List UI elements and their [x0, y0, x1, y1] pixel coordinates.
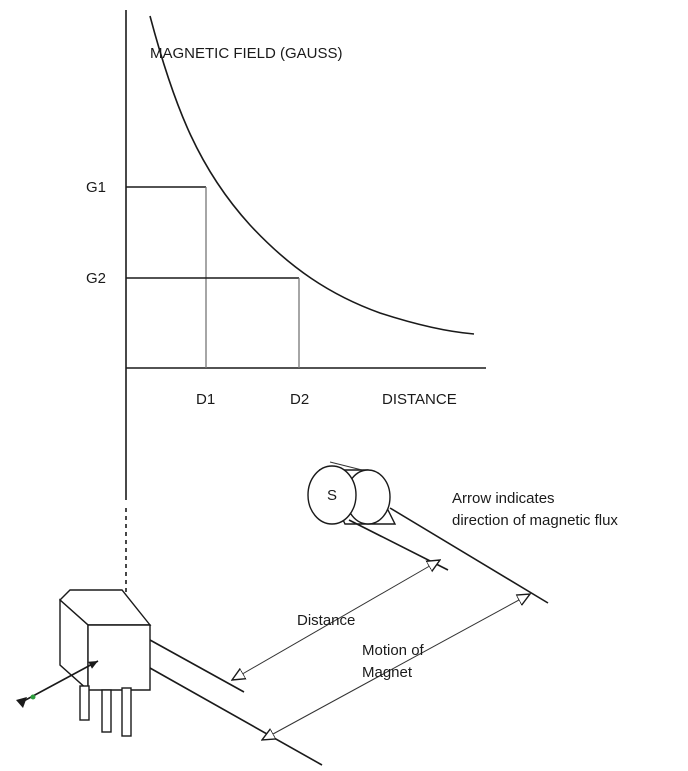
g1-label: G1 — [86, 179, 106, 196]
flux-arrow-tip-dot — [30, 694, 36, 700]
x-axis-label: DISTANCE — [382, 391, 457, 408]
field-decay-curve — [149, 15, 475, 335]
sensor-path-far-line — [149, 667, 323, 766]
magnet-cylinder: S — [307, 461, 397, 525]
sensor-lead-1 — [79, 685, 90, 721]
magnet-pole-label: S — [327, 487, 337, 504]
d2-label: D2 — [290, 391, 309, 408]
sensor-side-face — [87, 624, 151, 691]
field-vs-distance-graph: MAGNETIC FIELD (GAUSS) DISTANCE G1 G2 D1… — [86, 10, 486, 608]
flux-arrow — [16, 660, 99, 708]
magnet-path-near-line — [348, 519, 449, 571]
g2-label: G2 — [86, 270, 106, 287]
sensor-lead-2 — [101, 689, 112, 733]
motion-annotation-line1: Motion of — [362, 642, 425, 659]
magnet-path-far-line — [389, 507, 549, 604]
hall-sensor — [58, 589, 152, 737]
flux-annotation-line1: Arrow indicates — [452, 490, 555, 507]
sensor-path-near-line — [149, 639, 245, 693]
d1-label: D1 — [196, 391, 215, 408]
flux-arrow-tail — [16, 697, 27, 708]
distance-annotation: Distance — [297, 612, 355, 629]
flux-annotation-line2: direction of magnetic flux — [452, 512, 618, 529]
motion-dimension-arrow — [262, 594, 530, 740]
sensor-lead-3 — [121, 687, 132, 737]
motion-annotation-line2: Magnet — [362, 664, 413, 681]
magnet-front-face — [307, 465, 357, 525]
y-axis-label: MAGNETIC FIELD (GAUSS) — [150, 45, 343, 62]
